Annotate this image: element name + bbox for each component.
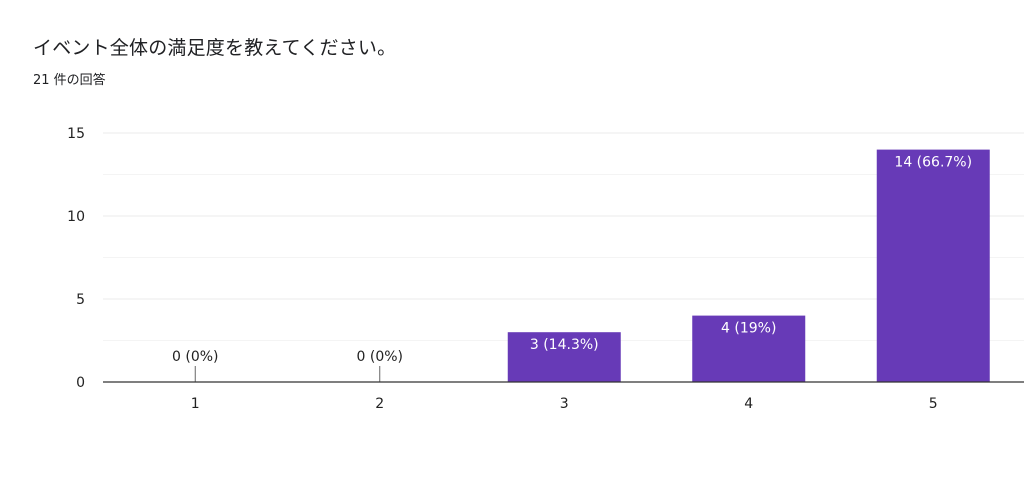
x-axis-ticks: 1 2 3 4 5	[191, 396, 938, 412]
bars	[194, 149, 990, 382]
data-label: 4 (19%)	[721, 321, 776, 337]
question-title: イベント全体の満足度を教えてください。	[33, 37, 397, 59]
data-label: 3 (14.3%)	[530, 337, 599, 353]
response-count: 21 件の回答	[33, 73, 106, 88]
y-tick-label: 10	[67, 209, 85, 225]
y-tick-label: 15	[67, 126, 85, 142]
data-label: 14 (66.7%)	[894, 155, 972, 171]
data-label: 0 (0%)	[172, 349, 219, 365]
bar	[692, 315, 806, 382]
data-labels: 0 (0%) 0 (0%) 3 (14.3%) 4 (19%) 14 (66.7%)	[172, 155, 972, 365]
x-tick-label: 4	[744, 396, 753, 412]
y-axis-ticks: 0 5 10 15	[67, 126, 85, 391]
x-tick-label: 1	[191, 396, 200, 412]
data-label: 0 (0%)	[357, 349, 404, 365]
bar	[507, 332, 621, 382]
x-tick-label: 3	[560, 396, 569, 412]
x-tick-label: 2	[375, 396, 384, 412]
y-tick-label: 5	[76, 292, 85, 308]
x-tick-label: 5	[929, 396, 938, 412]
bar	[876, 149, 990, 382]
y-tick-label: 0	[76, 375, 85, 391]
